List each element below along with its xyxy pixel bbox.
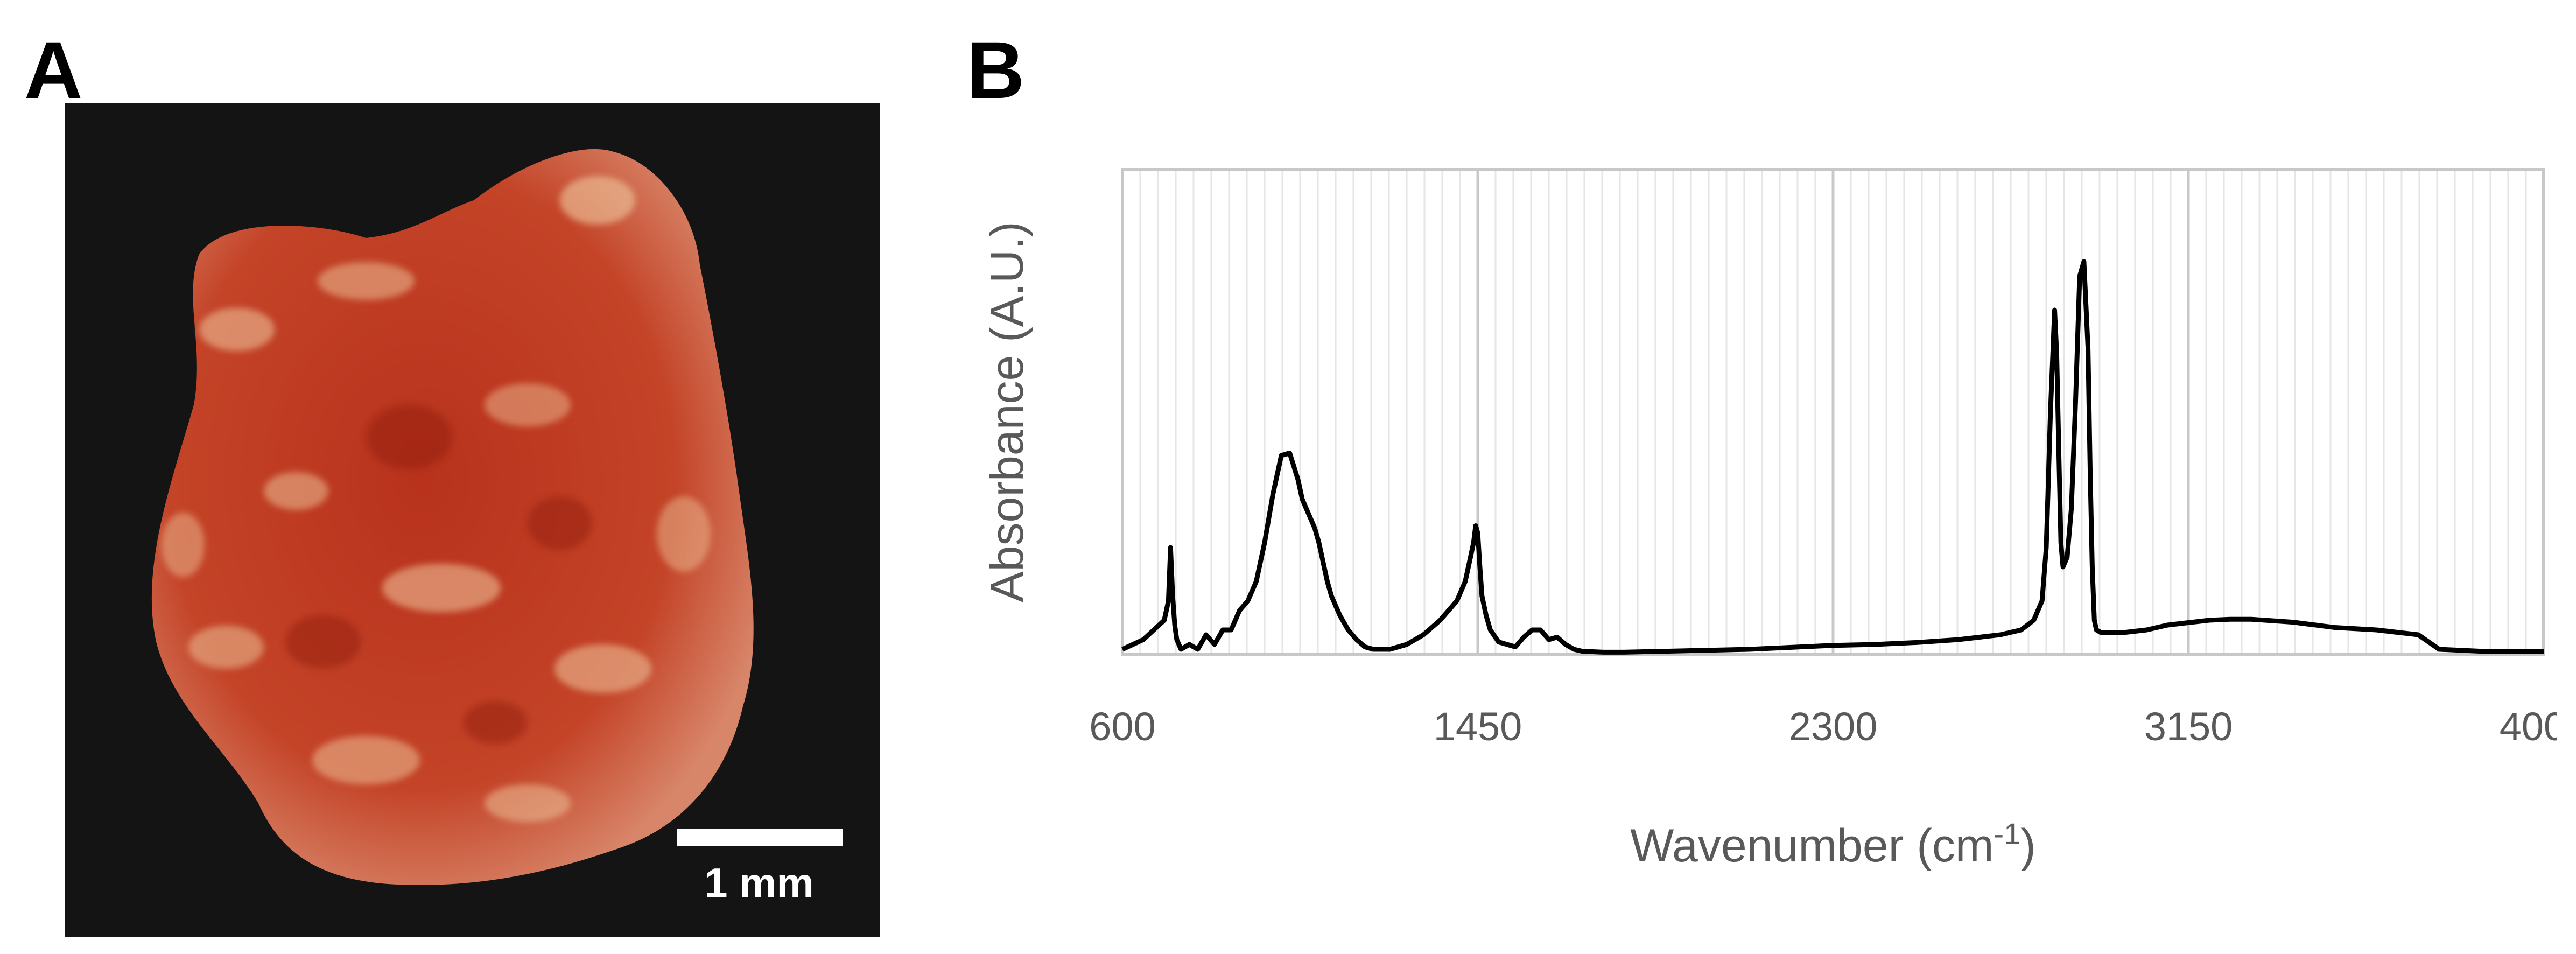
- panel-label-b: B: [966, 25, 1025, 115]
- x-tick-label: 600: [1089, 704, 1155, 749]
- sample-fragment: [151, 149, 754, 885]
- sample-photo: 1 mm: [65, 103, 880, 937]
- scale-bar: [677, 829, 843, 846]
- plot-frame: [1121, 168, 2545, 656]
- x-tick-label: 3150: [2144, 704, 2233, 749]
- scale-bar-label: 1 mm: [704, 859, 814, 907]
- spectrum-line: [1121, 259, 2544, 655]
- x-axis-title-main: Wavenumber (cm: [1630, 820, 1994, 872]
- panel-label-a: A: [24, 25, 83, 115]
- major-gridlines: [1476, 170, 2190, 654]
- x-tick-label: 1450: [1434, 704, 1522, 749]
- sample-dark-patches: [285, 405, 592, 744]
- x-tick-labels: 600 1450 2300 3150 4000: [1089, 704, 2557, 749]
- x-axis-title-close: ): [2020, 820, 2036, 872]
- y-axis-title: Absorbance (A.U.): [981, 221, 1033, 602]
- x-axis-title-sup: -1: [1994, 817, 2020, 851]
- x-tick-label: 2300: [1789, 704, 1878, 749]
- ftir-spectrum-chart: 600 1450 2300 3150 4000 Absorbance (A.U.) Wa…: [964, 135, 2557, 888]
- x-axis-title: Wavenumber (cm-1): [1630, 817, 2036, 872]
- sample-highlights: [162, 176, 711, 822]
- x-tick-label: 4000: [2500, 704, 2557, 749]
